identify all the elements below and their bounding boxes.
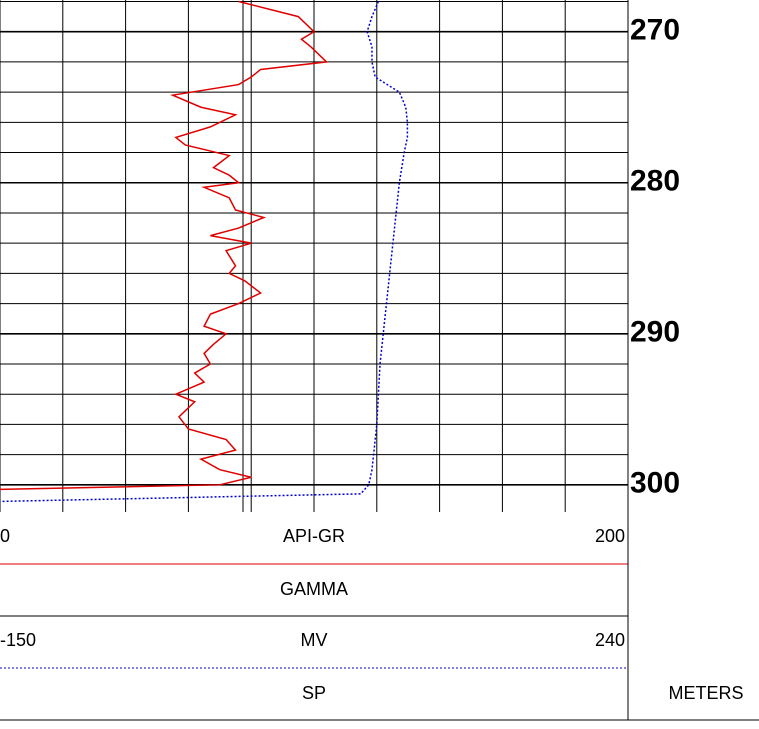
log-curve (0, 1, 409, 503)
depth-tick-label: 280 (630, 165, 680, 198)
scale-unit: MV (301, 630, 328, 650)
depth-unit: METERS (668, 683, 743, 703)
scale-max: 240 (595, 630, 625, 650)
log-curve (0, 0, 329, 491)
scale-min: 0 (0, 526, 10, 546)
curve-name: SP (302, 683, 326, 703)
scale-unit: API-GR (283, 526, 345, 546)
scale-max: 200 (595, 526, 625, 546)
curve-name: GAMMA (280, 579, 348, 599)
depth-tick-label: 270 (630, 14, 680, 47)
depth-tick-label: 300 (630, 467, 680, 500)
depth-tick-label: 290 (630, 316, 680, 349)
scale-min: -150 (0, 630, 36, 650)
